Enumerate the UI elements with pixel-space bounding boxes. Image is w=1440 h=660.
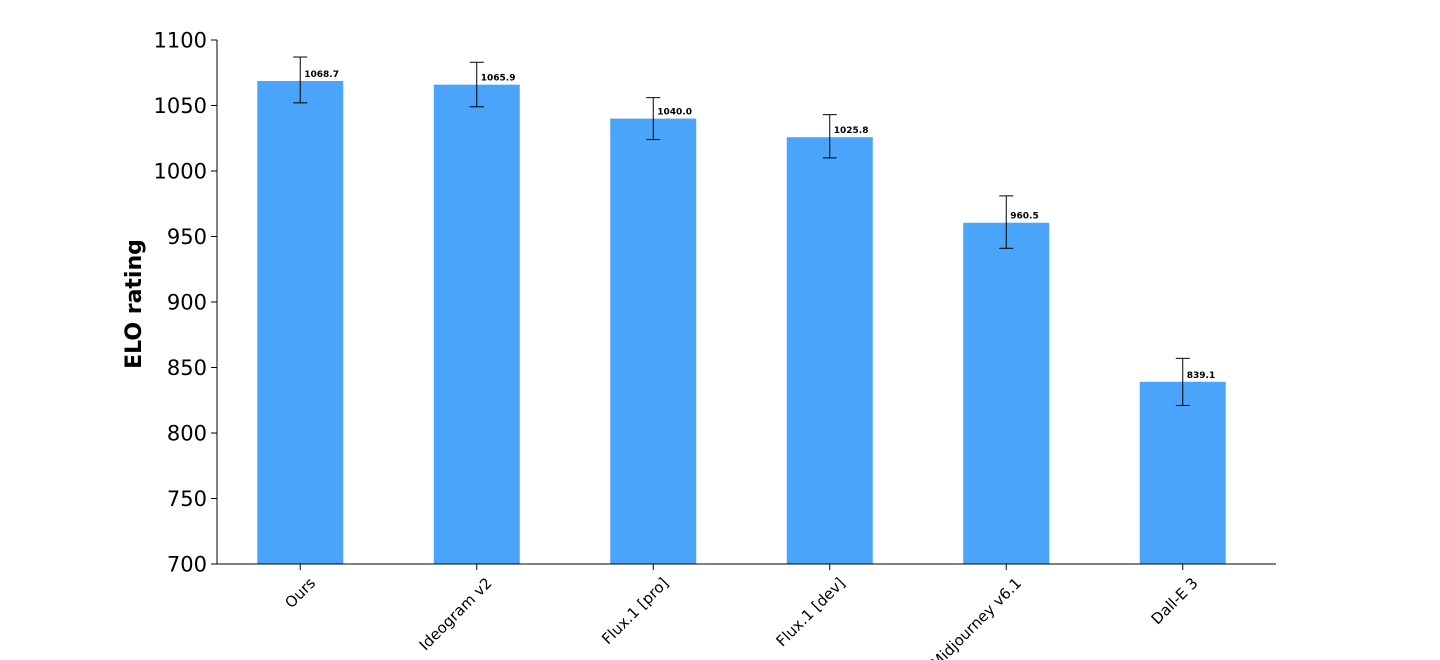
value-label: 1025.8 <box>834 126 869 136</box>
y-axis-title: ELO rating <box>122 239 147 369</box>
y-tick-label: 850 <box>167 356 207 380</box>
y-tick-label: 950 <box>167 225 207 249</box>
bar <box>433 84 520 565</box>
value-label: 839.1 <box>1187 371 1215 381</box>
bar <box>610 118 697 564</box>
value-label: 1068.7 <box>304 70 339 80</box>
value-labels-layer: 1068.7 1065.9 1040.0 1025.8 960.5 839.1 <box>304 70 1215 381</box>
y-tick-label: 800 <box>167 422 207 446</box>
error-bars-layer <box>293 56 1190 406</box>
value-label: 1065.9 <box>481 74 516 84</box>
x-tick-label: Midjourney v6.1 <box>927 574 1025 660</box>
y-tick-label: 1050 <box>154 94 207 118</box>
x-tick-label: Flux.1 [pro] <box>598 574 672 648</box>
bar <box>1139 381 1226 564</box>
error-bar <box>1175 357 1190 406</box>
y-tick-label: 1000 <box>154 160 207 184</box>
y-tick-label: 900 <box>167 291 207 315</box>
error-bar <box>646 97 661 141</box>
error-bar <box>469 61 484 108</box>
value-label: 960.5 <box>1010 212 1038 222</box>
error-bar <box>293 56 308 104</box>
bar <box>257 81 344 565</box>
x-axis-ticks: Ours Ideogram v2 Flux.1 [pro] Flux.1 [dev] M… <box>281 564 1202 660</box>
error-bar <box>822 114 837 159</box>
y-axis-ticks: 700 750 800 850 900 950 1000 1050 1100 <box>154 29 217 577</box>
value-label: 1040.0 <box>657 108 692 118</box>
x-tick-label: Ideogram v2 <box>416 574 496 654</box>
error-bar <box>999 195 1014 249</box>
y-tick-label: 750 <box>167 487 207 511</box>
bar <box>786 137 873 564</box>
y-tick-label: 700 <box>167 553 207 577</box>
x-tick-label: Flux.1 [dev] <box>772 574 848 650</box>
x-tick-label: Ours <box>281 574 319 612</box>
bar <box>963 222 1050 564</box>
bars-layer <box>257 81 1226 565</box>
y-tick-label: 1100 <box>154 29 207 53</box>
x-tick-label: Dall-E 3 <box>1148 574 1202 628</box>
